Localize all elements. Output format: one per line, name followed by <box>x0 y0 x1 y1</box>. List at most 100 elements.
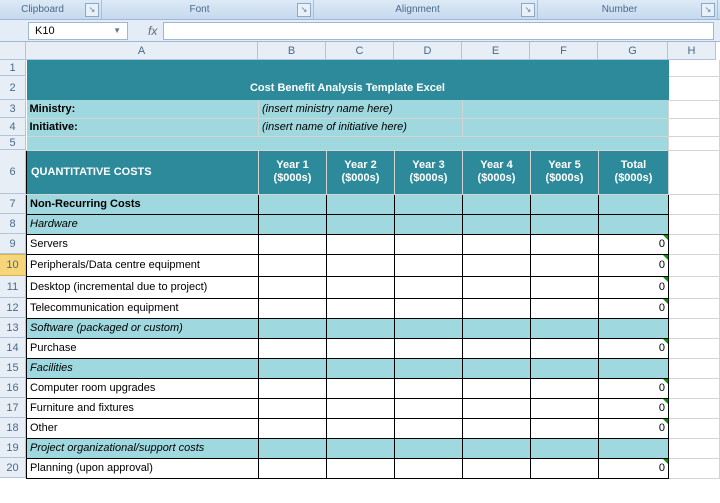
cell[interactable]: Other <box>27 418 259 438</box>
row-header-19[interactable]: 19 <box>0 438 26 458</box>
cell[interactable] <box>395 458 463 478</box>
fx-icon[interactable]: fx <box>148 24 157 38</box>
cell[interactable]: Planning (upon approval) <box>27 458 259 478</box>
cell[interactable] <box>599 214 669 234</box>
cell[interactable] <box>531 398 599 418</box>
column-header-E[interactable]: E <box>462 42 530 60</box>
cell[interactable] <box>327 318 395 338</box>
cell[interactable] <box>327 438 395 458</box>
cell[interactable] <box>259 378 327 398</box>
row-header-5[interactable]: 5 <box>0 136 26 150</box>
cell[interactable] <box>259 358 327 378</box>
cell[interactable] <box>463 338 531 358</box>
dialog-launcher-icon[interactable]: ↘ <box>297 3 311 17</box>
cell[interactable] <box>531 194 599 214</box>
year-header[interactable]: Year 2($000s) <box>327 150 395 194</box>
cell[interactable] <box>327 458 395 478</box>
section-header[interactable]: QUANTITATIVE COSTS <box>27 150 259 194</box>
cell[interactable] <box>259 438 327 458</box>
cell[interactable] <box>669 60 720 76</box>
cell[interactable] <box>669 214 720 234</box>
cell[interactable]: Purchase <box>27 338 259 358</box>
dialog-launcher-icon[interactable]: ↘ <box>701 3 715 17</box>
cell[interactable] <box>327 276 395 298</box>
cell[interactable]: 0 <box>599 234 669 254</box>
cell[interactable] <box>327 378 395 398</box>
cell[interactable] <box>327 358 395 378</box>
cell[interactable] <box>463 418 531 438</box>
cell[interactable] <box>669 76 720 100</box>
row-header-6[interactable]: 6 <box>0 150 26 194</box>
cell[interactable]: (insert ministry name here) <box>259 100 463 118</box>
cell[interactable] <box>531 338 599 358</box>
cell[interactable]: 0 <box>599 398 669 418</box>
cell-grid[interactable]: Cost Benefit Analysis Template ExcelMini… <box>26 60 720 479</box>
dialog-launcher-icon[interactable]: ↘ <box>85 3 99 17</box>
cell[interactable]: 0 <box>599 338 669 358</box>
cell[interactable] <box>669 254 720 276</box>
year-header[interactable]: Year 1($000s) <box>259 150 327 194</box>
cell[interactable]: Desktop (incremental due to project) <box>27 276 259 298</box>
column-header-D[interactable]: D <box>394 42 462 60</box>
cell[interactable] <box>531 214 599 234</box>
cell[interactable] <box>669 438 720 458</box>
row-header-3[interactable]: 3 <box>0 100 26 118</box>
cell[interactable]: Telecommunication equipment <box>27 298 259 318</box>
row-header-2[interactable]: 2 <box>0 76 26 100</box>
cell[interactable] <box>463 234 531 254</box>
cell[interactable] <box>395 298 463 318</box>
row-header-1[interactable]: 1 <box>0 60 26 76</box>
cell[interactable]: Software (packaged or custom) <box>27 318 259 338</box>
row-header-10[interactable]: 10 <box>0 254 26 276</box>
cell[interactable] <box>259 214 327 234</box>
cell[interactable]: 0 <box>599 298 669 318</box>
cell[interactable] <box>259 418 327 438</box>
cell[interactable] <box>669 194 720 214</box>
cell[interactable] <box>463 194 531 214</box>
cell[interactable] <box>669 378 720 398</box>
cell[interactable] <box>395 254 463 276</box>
cell[interactable] <box>463 458 531 478</box>
cell[interactable]: Initiative: <box>27 118 259 136</box>
column-header-B[interactable]: B <box>258 42 326 60</box>
cell[interactable] <box>395 214 463 234</box>
row-header-15[interactable]: 15 <box>0 358 26 378</box>
cell[interactable] <box>327 234 395 254</box>
row-header-12[interactable]: 12 <box>0 298 26 318</box>
cell[interactable] <box>327 254 395 276</box>
cell[interactable] <box>259 298 327 318</box>
cell[interactable] <box>327 418 395 438</box>
cell[interactable] <box>669 276 720 298</box>
column-header-H[interactable]: H <box>668 42 716 60</box>
cell[interactable]: Servers <box>27 234 259 254</box>
select-all-corner[interactable] <box>0 42 26 60</box>
cell[interactable] <box>259 194 327 214</box>
cell[interactable] <box>395 338 463 358</box>
cell[interactable] <box>599 358 669 378</box>
cell[interactable] <box>669 150 720 194</box>
cell[interactable] <box>259 234 327 254</box>
cell[interactable] <box>669 358 720 378</box>
cell[interactable] <box>531 298 599 318</box>
cell[interactable] <box>395 358 463 378</box>
cell[interactable] <box>463 358 531 378</box>
cell[interactable] <box>531 438 599 458</box>
cell[interactable]: Non-Recurring Costs <box>27 194 259 214</box>
cell[interactable] <box>259 254 327 276</box>
page-title[interactable]: Cost Benefit Analysis Template Excel <box>27 76 669 100</box>
cell[interactable]: Facilities <box>27 358 259 378</box>
year-header[interactable]: Year 4($000s) <box>463 150 531 194</box>
cell[interactable]: 0 <box>599 254 669 276</box>
cell[interactable]: Computer room upgrades <box>27 378 259 398</box>
year-header[interactable]: Year 5($000s) <box>531 150 599 194</box>
cell[interactable]: 0 <box>599 458 669 478</box>
cell[interactable] <box>259 276 327 298</box>
row-header-9[interactable]: 9 <box>0 234 26 254</box>
cell[interactable] <box>327 338 395 358</box>
cell[interactable] <box>259 338 327 358</box>
cell[interactable] <box>669 458 720 478</box>
cell[interactable] <box>27 136 669 150</box>
row-header-20[interactable]: 20 <box>0 458 26 478</box>
cell[interactable]: (insert name of initiative here) <box>259 118 463 136</box>
cell[interactable] <box>259 318 327 338</box>
